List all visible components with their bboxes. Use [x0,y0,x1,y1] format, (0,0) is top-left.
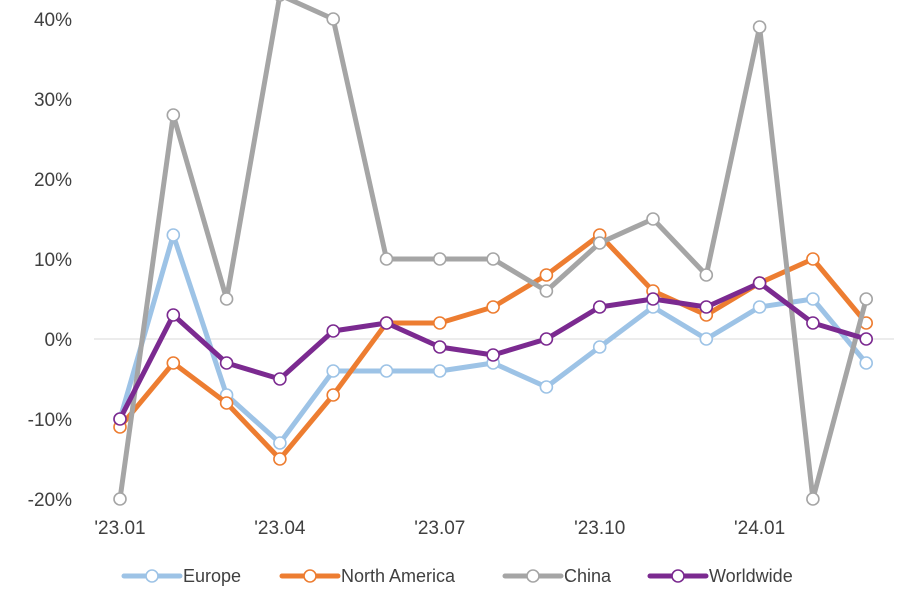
data-point [592,300,607,314]
data-point [166,108,181,122]
data-point [379,252,394,266]
data-point [646,212,660,226]
data-point [539,332,554,346]
x-tick-label: '23.07 [414,518,465,539]
plot-area [113,0,874,506]
data-point [326,388,341,402]
series-europe [113,228,874,450]
data-point [273,452,287,466]
x-axis-ticks: '23.01 '23.04 '23.07 '23.10 '24.01 [94,518,785,539]
data-point [166,356,181,370]
y-axis-ticks: -20% -10% 0% 10% 20% 30% 40% [28,10,72,511]
data-point [486,348,500,362]
data-point [752,20,767,34]
data-point [752,276,767,290]
data-point [379,364,394,378]
y-tick-label: -20% [28,490,72,511]
y-tick-label: 40% [34,10,72,31]
legend-label: Worldwide [709,566,793,586]
legend-label: China [564,566,612,586]
x-tick-label: '23.10 [574,518,625,539]
data-point [699,268,714,282]
data-point [806,316,820,330]
data-point [113,412,127,426]
data-point [219,396,234,410]
y-tick-label: 10% [34,250,72,271]
x-tick-label: '23.04 [254,518,306,539]
data-point [859,332,874,346]
legend-item: China [502,566,612,586]
series-line [117,0,869,502]
data-point [859,356,874,370]
legend-swatch-marker [145,569,159,583]
data-point [592,236,607,250]
series-china [113,0,874,506]
data-point [166,308,181,322]
data-point [699,332,714,346]
legend-item: Worldwide [647,566,793,586]
data-point [592,340,607,354]
x-tick-label: '24.01 [734,518,785,539]
data-point [539,380,554,394]
data-point [432,364,447,378]
legend-swatch-marker [671,569,685,583]
data-point [699,300,714,314]
data-point [806,492,820,506]
series-worldwide [113,276,874,426]
data-point [379,316,394,330]
legend: Europe North America China Worldwide [121,566,793,586]
x-tick-label: '23.01 [94,518,145,539]
data-point [432,316,447,330]
data-point [486,300,500,314]
legend-swatch-marker [303,569,317,583]
data-point [326,324,341,338]
data-point [273,436,287,450]
y-tick-label: 30% [34,90,72,111]
data-point [432,340,447,354]
data-point [113,492,127,506]
data-point [752,300,767,314]
data-point [806,292,820,306]
data-point [219,292,234,306]
data-point [219,356,234,370]
data-point [539,268,554,282]
data-point [326,12,341,26]
data-point [166,228,181,242]
data-point [486,252,500,266]
data-point [326,364,341,378]
data-point [275,0,285,2]
legend-item: Europe [121,566,241,586]
data-point [859,292,874,306]
legend-item: North America [279,566,456,586]
legend-label: Europe [183,566,241,586]
data-point [806,252,820,266]
legend-swatch-marker [526,569,540,583]
legend-label: North America [341,566,456,586]
data-point [273,372,287,386]
y-tick-label: -10% [28,410,72,431]
y-tick-label: 20% [34,170,72,191]
y-tick-label: 0% [45,330,73,351]
data-point [432,252,447,266]
data-point [539,284,554,298]
data-point [646,292,660,306]
